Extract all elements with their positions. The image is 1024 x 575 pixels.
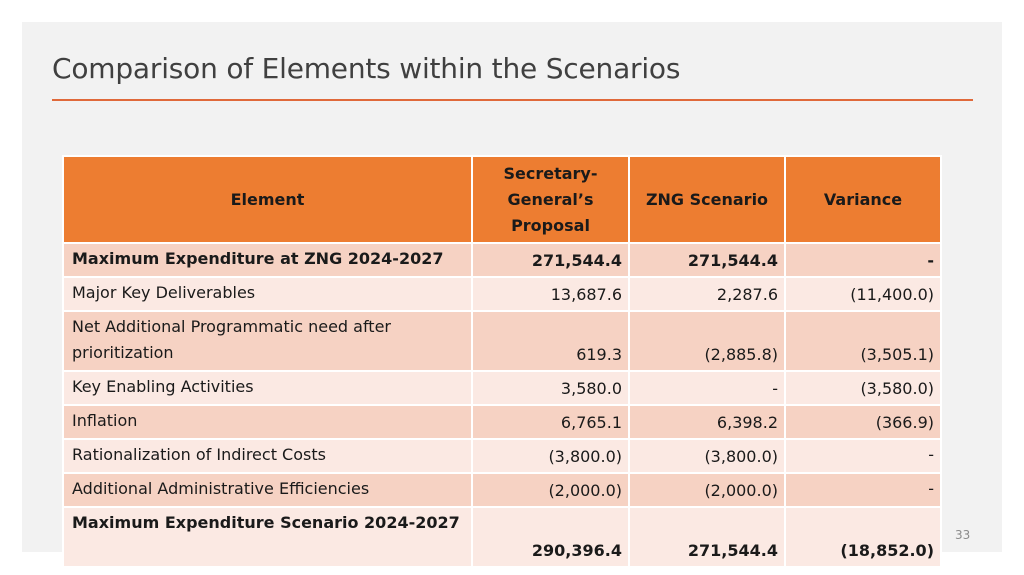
row-zng-value: - (628, 370, 786, 406)
header-variance: Variance (784, 155, 942, 244)
row-sg-value: (3,800.0) (471, 438, 630, 474)
table-row: Major Key Deliverables 13,687.6 2,287.6 … (62, 276, 942, 312)
table-row: Maximum Expenditure Scenario 2024-2027 2… (62, 506, 942, 568)
row-element: Net Additional Programmatic need after p… (62, 310, 473, 372)
row-zng-value: (2,000.0) (628, 472, 786, 508)
row-element: Rationalization of Indirect Costs (62, 438, 473, 474)
header-element: Element (62, 155, 473, 244)
comparison-table: Element Secretary-General’s Proposal ZNG… (62, 155, 942, 568)
table-row: Additional Administrative Efficiencies (… (62, 472, 942, 508)
header-zng-scenario: ZNG Scenario (628, 155, 786, 244)
row-zng-value: (2,885.8) (628, 310, 786, 372)
row-sg-value: 290,396.4 (471, 506, 630, 568)
table-header-row: Element Secretary-General’s Proposal ZNG… (62, 155, 942, 244)
row-variance-value: - (784, 242, 942, 278)
row-variance-value: (3,505.1) (784, 310, 942, 372)
table-row: Inflation 6,765.1 6,398.2 (366.9) (62, 404, 942, 440)
row-variance-value: (18,852.0) (784, 506, 942, 568)
slide-title: Comparison of Elements within the Scenar… (52, 52, 681, 85)
row-zng-value: 271,544.4 (628, 242, 786, 278)
title-underline (52, 99, 973, 101)
row-sg-value: 6,765.1 (471, 404, 630, 440)
row-sg-value: 13,687.6 (471, 276, 630, 312)
table-row: Maximum Expenditure at ZNG 2024-2027 271… (62, 242, 942, 278)
row-element: Maximum Expenditure Scenario 2024-2027 (62, 506, 473, 568)
row-sg-value: 619.3 (471, 310, 630, 372)
row-variance-value: (366.9) (784, 404, 942, 440)
page-number: 33 (955, 528, 971, 542)
row-variance-value: (3,580.0) (784, 370, 942, 406)
row-zng-value: 2,287.6 (628, 276, 786, 312)
row-element: Maximum Expenditure at ZNG 2024-2027 (62, 242, 473, 278)
row-zng-value: (3,800.0) (628, 438, 786, 474)
row-zng-value: 271,544.4 (628, 506, 786, 568)
row-element: Major Key Deliverables (62, 276, 473, 312)
row-element: Key Enabling Activities (62, 370, 473, 406)
row-sg-value: 3,580.0 (471, 370, 630, 406)
row-element: Inflation (62, 404, 473, 440)
row-zng-value: 6,398.2 (628, 404, 786, 440)
header-sg-proposal: Secretary-General’s Proposal (471, 155, 630, 244)
row-variance-value: - (784, 472, 942, 508)
table-row: Key Enabling Activities 3,580.0 - (3,580… (62, 370, 942, 406)
row-sg-value: 271,544.4 (471, 242, 630, 278)
row-sg-value: (2,000.0) (471, 472, 630, 508)
table-row: Net Additional Programmatic need after p… (62, 310, 942, 372)
table-row: Rationalization of Indirect Costs (3,800… (62, 438, 942, 474)
row-variance-value: - (784, 438, 942, 474)
row-variance-value: (11,400.0) (784, 276, 942, 312)
row-element: Additional Administrative Efficiencies (62, 472, 473, 508)
